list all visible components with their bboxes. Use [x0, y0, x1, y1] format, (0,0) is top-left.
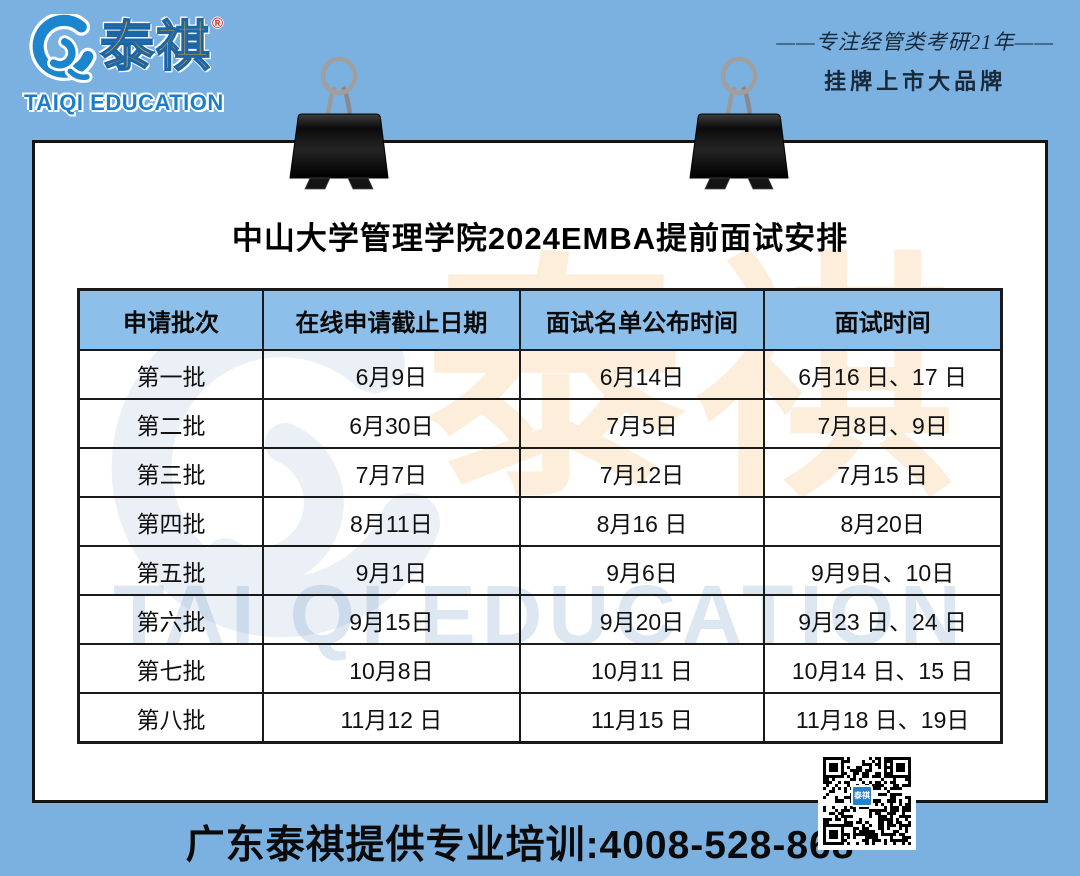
footer-hotline: 广东泰祺提供专业培训:4008-528-868 — [185, 824, 855, 867]
page-title: 中山大学管理学院2024EMBA提前面试安排 — [231, 221, 849, 256]
table-row: 第八批 11月12 日 11月15 日 11月18 日、19日 — [77, 692, 1003, 744]
batch-cell: 第五批 — [77, 545, 265, 596]
interview-time-cell: 9月23 日、24 日 — [763, 594, 1003, 645]
batch-cell: 第一批 — [77, 349, 265, 400]
deadline-cell: 9月1日 — [262, 545, 521, 596]
list-publish-cell: 7月5日 — [518, 398, 766, 449]
table-row: 第一批 6月9日 6月14日 6月16 日、17 日 — [77, 349, 1003, 400]
slogan-line2: 挂牌上市大品牌 — [824, 69, 1007, 94]
batch-cell: 第七批 — [77, 643, 265, 694]
binder-clip-icon — [289, 56, 389, 190]
table-row: 第四批 8月11日 8月16 日 8月20日 — [77, 496, 1003, 547]
interview-time-cell: 9月9日、10日 — [763, 545, 1003, 596]
list-publish-cell: 7月12日 — [518, 447, 766, 498]
deadline-cell: 9月15日 — [262, 594, 521, 645]
interview-time-cell: 6月16 日、17 日 — [763, 349, 1003, 400]
slogan-line1: ——专注经管类考研21年—— — [776, 30, 1054, 54]
interview-time-cell: 10月14 日、15 日 — [763, 643, 1003, 694]
deadline-cell: 10月8日 — [262, 643, 521, 694]
qr-center-logo: 泰祺 — [851, 785, 873, 807]
batch-cell: 第四批 — [77, 496, 265, 547]
list-publish-cell: 6月14日 — [518, 349, 766, 400]
batch-cell: 第三批 — [77, 447, 265, 498]
deadline-cell: 8月11日 — [262, 496, 521, 547]
table-header-row: 申请批次 在线申请截止日期 面试名单公布时间 面试时间 — [77, 288, 1003, 351]
deadline-cell: 6月9日 — [262, 349, 521, 400]
header-batch: 申请批次 — [77, 288, 265, 351]
interview-time-cell: 11月18 日、19日 — [763, 692, 1003, 744]
list-publish-cell: 11月15 日 — [518, 692, 766, 744]
qr-code: 泰祺 — [818, 752, 916, 850]
deadline-cell: 11月12 日 — [262, 692, 521, 744]
header-slogan: ——专注经管类考研21年—— 挂牌上市大品牌 — [776, 26, 1054, 96]
deadline-cell: 6月30日 — [262, 398, 521, 449]
table-row: 第五批 9月1日 9月6日 9月9日、10日 — [77, 545, 1003, 596]
qr-code-modules — [823, 757, 911, 845]
batch-cell: 第八批 — [77, 692, 265, 744]
taiqi-swirl-icon — [29, 14, 97, 83]
interview-time-cell: 7月15 日 — [763, 447, 1003, 498]
header-deadline: 在线申请截止日期 — [262, 288, 521, 351]
binder-clip-icon — [689, 56, 789, 190]
interview-time-cell: 7月8日、9日 — [763, 398, 1003, 449]
header-interview-time: 面试时间 — [763, 288, 1003, 351]
batch-cell: 第二批 — [77, 398, 265, 449]
deadline-cell: 7月7日 — [262, 447, 521, 498]
header-list-publish: 面试名单公布时间 — [518, 288, 766, 351]
batch-cell: 第六批 — [77, 594, 265, 645]
list-publish-cell: 8月16 日 — [518, 496, 766, 547]
table-row: 第七批 10月8日 10月11 日 10月14 日、15 日 — [77, 643, 1003, 694]
list-publish-cell: 9月20日 — [518, 594, 766, 645]
interview-schedule-table: 申请批次 在线申请截止日期 面试名单公布时间 面试时间 第一批 6月9日 6月1… — [77, 288, 1003, 744]
schedule-card: 泰祺 TAI QI EDUCATION 中山大学管理学院2024EMBA提前面试… — [32, 140, 1048, 803]
table-row: 第三批 7月7日 7月12日 7月15 日 — [77, 447, 1003, 498]
brand-name-cn: 泰祺 — [99, 16, 212, 78]
interview-time-cell: 8月20日 — [763, 496, 1003, 547]
list-publish-cell: 9月6日 — [518, 545, 766, 596]
list-publish-cell: 10月11 日 — [518, 643, 766, 694]
brand-logo: 泰祺 ® TAIQI EDUCATION — [24, 14, 224, 116]
brand-name-en: TAIQI EDUCATION — [24, 90, 224, 115]
table-row: 第六批 9月15日 9月20日 9月23 日、24 日 — [77, 594, 1003, 645]
table-row: 第二批 6月30日 7月5日 7月8日、9日 — [77, 398, 1003, 449]
registered-trademark-symbol: ® — [212, 15, 224, 32]
